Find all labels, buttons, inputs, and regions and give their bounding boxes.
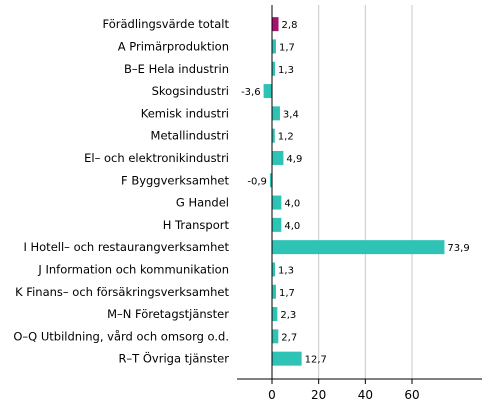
category-labels: Förädlingsvärde totalt A Primärproduktion… — [13, 17, 230, 366]
value-label-3: -3,6 — [241, 87, 261, 98]
bar-6 — [272, 150, 284, 165]
category-label-2: B–E Hela industrin — [124, 62, 229, 76]
x-tick-label-60: 60 — [404, 388, 419, 402]
x-axis: 0 20 40 60 — [237, 5, 482, 402]
value-label-11: 1,3 — [278, 265, 294, 276]
bar-5 — [272, 128, 275, 143]
category-label-13: M–N Företagstjänster — [107, 307, 229, 321]
category-label-8: G Handel — [176, 196, 229, 210]
value-label-2: 1,3 — [278, 65, 294, 76]
value-label-10: 73,9 — [447, 243, 469, 254]
bar-13 — [272, 307, 278, 322]
bar-7 — [269, 173, 272, 188]
category-label-11: J Information och kommunikation — [37, 262, 229, 276]
bar-14 — [272, 329, 279, 344]
category-label-7: F Byggverksamhet — [121, 173, 229, 187]
category-label-12: K Finans– och försäkringsverksamhet — [15, 285, 229, 299]
category-label-6: El– och elektronikindustri — [84, 151, 229, 165]
bar-0 — [272, 17, 279, 32]
bar-3 — [263, 84, 272, 99]
bar-9 — [272, 217, 282, 232]
bar-2 — [272, 61, 276, 76]
bar-8 — [272, 195, 282, 210]
bar-4 — [272, 106, 280, 121]
value-label-9: 4,0 — [284, 221, 300, 232]
x-tick-label-20: 20 — [311, 388, 326, 402]
value-label-6: 4,9 — [286, 154, 302, 165]
category-label-10: I Hotell– och restaurangverksamhet — [23, 240, 229, 254]
category-label-5: Metallindustri — [151, 129, 229, 143]
category-label-3: Skogsindustri — [152, 84, 229, 98]
category-label-0: Förädlingsvärde totalt — [103, 17, 230, 31]
bar-10 — [272, 240, 445, 255]
value-label-15: 12,7 — [305, 355, 327, 366]
value-label-8: 4,0 — [284, 199, 300, 210]
value-label-14: 2,7 — [281, 332, 297, 343]
value-label-0: 2,8 — [282, 20, 298, 31]
bar-15 — [272, 351, 302, 366]
value-label-13: 2,3 — [280, 310, 296, 321]
category-label-15: R–T Övriga tjänster — [118, 350, 229, 366]
x-tick-label-40: 40 — [358, 388, 373, 402]
bar-12 — [272, 284, 276, 299]
grid-lines — [318, 5, 413, 379]
bar-11 — [272, 262, 276, 277]
bar-1 — [272, 39, 276, 54]
category-label-4: Kemisk industri — [141, 106, 229, 120]
value-label-7: -0,9 — [247, 176, 267, 187]
category-label-1: A Primärproduktion — [118, 39, 229, 53]
value-labels: 2,8 1,7 1,3 -3,6 3,4 1,2 4,9 -0,9 4,0 4,0 73,9 1,3 1… — [241, 20, 470, 366]
bars — [263, 17, 445, 366]
x-tick-label-0: 0 — [268, 388, 276, 402]
category-label-14: O–Q Utbildning, vård och omsorg o.d. — [13, 329, 229, 343]
value-label-5: 1,2 — [278, 132, 294, 143]
value-label-1: 1,7 — [279, 42, 295, 53]
category-label-9: H Transport — [163, 218, 230, 232]
value-label-12: 1,7 — [279, 288, 295, 299]
value-label-4: 3,4 — [283, 109, 299, 120]
